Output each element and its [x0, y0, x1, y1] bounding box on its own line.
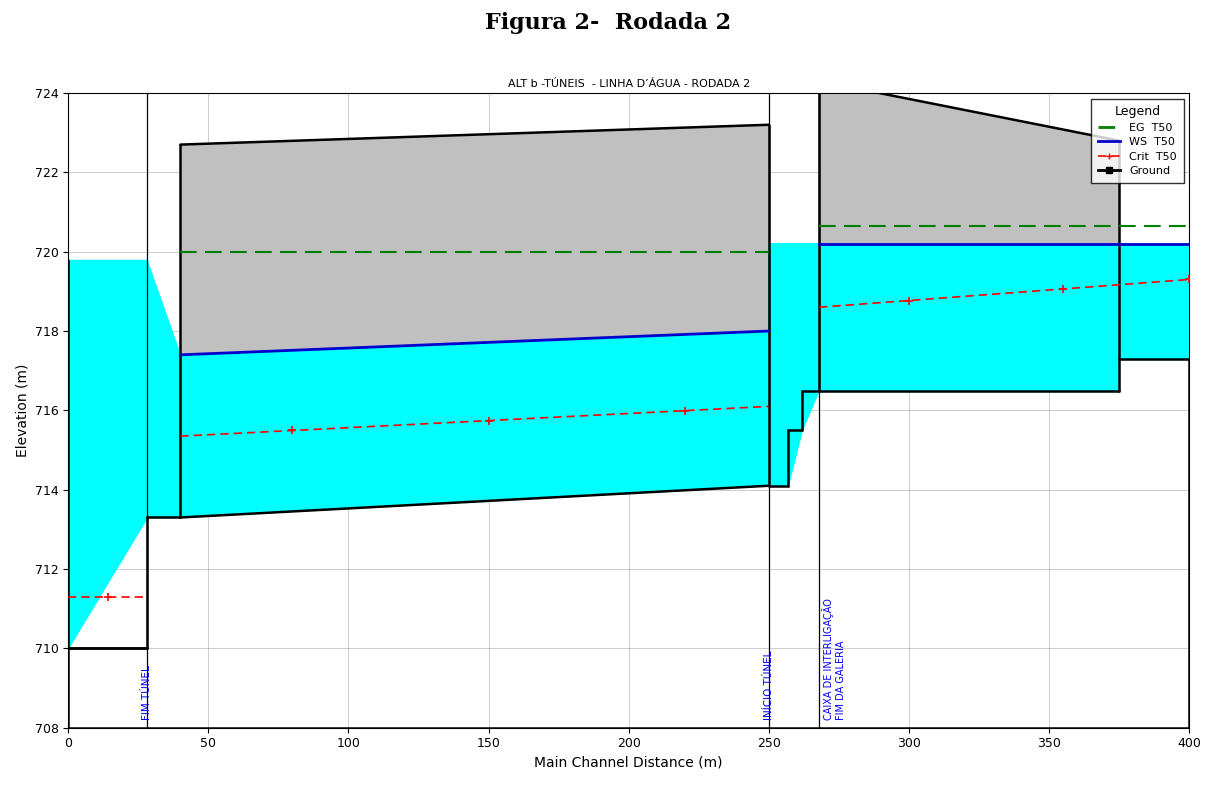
Text: FIM TÚNEL: FIM TÚNEL [142, 665, 152, 720]
Polygon shape [180, 331, 769, 517]
Y-axis label: Elevation (m): Elevation (m) [15, 363, 29, 457]
Polygon shape [68, 260, 147, 648]
Text: CAIXA DE INTERLIGAÇÃO
FIM DA GALERIA: CAIXA DE INTERLIGAÇÃO FIM DA GALERIA [822, 598, 845, 720]
Polygon shape [820, 244, 1119, 391]
Polygon shape [769, 244, 820, 486]
Polygon shape [147, 260, 180, 517]
Text: Figura 2-  Rodada 2: Figura 2- Rodada 2 [485, 12, 731, 34]
Text: INÍCIO TÚNEL: INÍCIO TÚNEL [764, 651, 773, 720]
Legend: EG  T50, WS  T50, Crit  T50, Ground: EG T50, WS T50, Crit T50, Ground [1092, 99, 1183, 183]
Polygon shape [1119, 244, 1189, 359]
X-axis label: Main Channel Distance (m): Main Channel Distance (m) [534, 756, 724, 770]
Title: ALT b -TÚNEIS  - LINHA D’ÁGUA - RODADA 2: ALT b -TÚNEIS - LINHA D’ÁGUA - RODADA 2 [507, 79, 750, 89]
